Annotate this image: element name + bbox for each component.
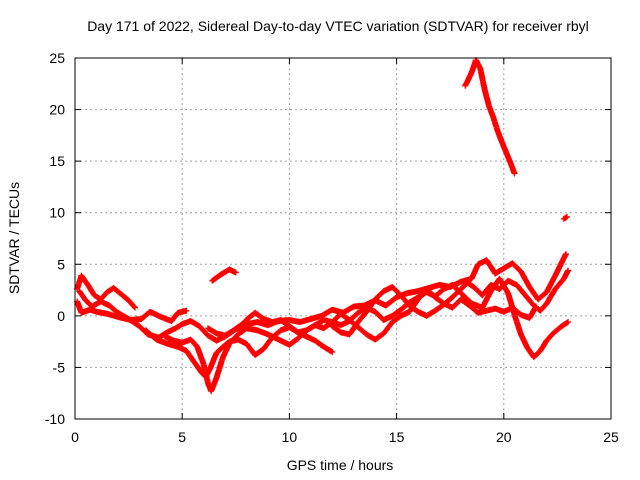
y-tick-label: -5 (53, 359, 66, 375)
track-markers (204, 286, 539, 343)
y-tick-label: 10 (49, 205, 65, 221)
y-tick-label: 20 (49, 102, 65, 118)
x-tick-label: 10 (282, 429, 298, 445)
series-track-9 (462, 57, 518, 177)
series-track-6 (204, 286, 539, 343)
track-markers (162, 275, 572, 395)
x-tick-label: 25 (603, 429, 619, 445)
series-track-1 (74, 272, 138, 311)
y-tick-label: 15 (49, 153, 65, 169)
plot-frame (74, 57, 612, 420)
grid-lines (75, 58, 611, 419)
track-markers (74, 272, 138, 311)
x-tick-label: 0 (71, 429, 79, 445)
series-track-5 (162, 275, 572, 395)
x-axis-label: GPS time / hours (287, 457, 394, 473)
data-tracks (74, 57, 572, 395)
y-tick-label: 25 (49, 50, 65, 66)
x-tick-label: 5 (178, 429, 186, 445)
x-axis: 0 5 10 15 20 25 (71, 58, 619, 445)
series-track-7 (209, 266, 239, 284)
x-tick-label: 20 (496, 429, 512, 445)
track-markers (209, 266, 239, 284)
track-markers (560, 213, 570, 222)
y-tick-label: 0 (57, 308, 65, 324)
y-tick-label: -10 (45, 411, 65, 427)
y-tick-label: 5 (57, 256, 65, 272)
x-tick-label: 15 (389, 429, 405, 445)
y-axis: -10 -5 0 5 10 15 20 25 (45, 50, 611, 427)
track-markers (329, 267, 572, 338)
track-markers (462, 57, 518, 177)
series-track-8 (329, 267, 572, 338)
series-track-10 (560, 213, 570, 222)
y-axis-label: SDTVAR / TECUs (6, 182, 22, 294)
chart-title: Day 171 of 2022, Sidereal Day-to-day VTE… (87, 18, 589, 34)
